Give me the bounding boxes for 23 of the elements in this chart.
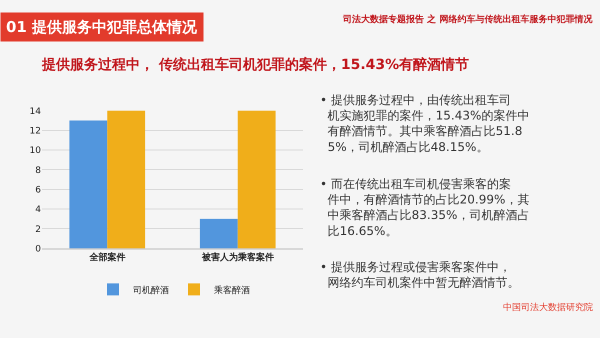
x-tick-label: 被害人为乘客案件 — [200, 252, 274, 264]
y-tick-label: 8 — [35, 166, 42, 176]
chart-subtitle: 提供服务过程中， 传统出租车司机犯罪的案件，15.43%有醉酒情节 — [41, 56, 470, 73]
y-tick-label: 0 — [35, 244, 42, 255]
x-tick-label: 全部案件 — [88, 252, 126, 264]
text: • 提供服务过程或侵害乘客案件中，网络约车司机案件中暂无醉酒情节。 — [320, 260, 520, 290]
bar — [69, 120, 108, 248]
y-tick-label: 6 — [35, 185, 42, 196]
text: • 提供服务过程中，由传统出租车司机实施犯罪的案件，15.43%的案件中有醉酒情节。其中乘客醉酒占比51.85%，司机醉酒占比48.15%。 — [320, 93, 530, 154]
text: • 而在传统出租车司机侵害乘客的案件中，有醉酒情节的占比20.99%，其中乘客醉酒占比83.35%，司机醉酒占比16.65%。 — [320, 177, 530, 238]
legend-label: 乘客醉酒 — [214, 284, 250, 296]
y-tick-label: 4 — [35, 205, 42, 216]
text: 中国司法大数据研究院 — [503, 302, 593, 313]
chart-title: 01 提供服务中犯罪总体情况 — [6, 18, 198, 36]
y-tick-label: 14 — [30, 106, 42, 117]
text: 司法大数据专题报告 之 网络约车与传统出租车服务中犯罪情况 — [342, 14, 594, 25]
bar — [238, 110, 276, 248]
y-tick-label: 2 — [35, 224, 41, 235]
bar — [107, 110, 146, 248]
y-tick-label: 12 — [30, 126, 41, 136]
legend-label: 司机醉酒 — [133, 284, 169, 296]
y-tick-label: 10 — [30, 146, 42, 156]
bar — [200, 218, 238, 248]
